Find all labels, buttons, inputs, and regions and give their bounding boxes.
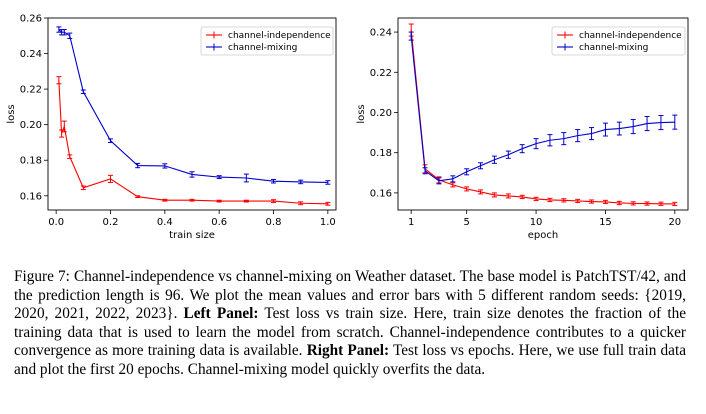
x-tick-label: 5: [463, 217, 469, 228]
figure: 0.0 0.2 0.4 0.6 0.8 1.0 0.16 0.18 0.20 0.22 0.24 0.…: [6, 14, 689, 241]
x-axis-label: train size: [169, 230, 215, 241]
y-tick-label: 0.26: [20, 14, 42, 25]
y-tick-label: 0.22: [370, 68, 392, 79]
caption-text-3: Test loss vs epochs. Here, we use full t…: [14, 342, 686, 378]
caption-text-2: Test loss vs train size. Here, train siz…: [14, 305, 687, 360]
y-tick-label: 0.18: [370, 148, 392, 159]
y-axis-label: loss: [6, 104, 17, 123]
legend-box: [200, 26, 334, 56]
y-tick-label: 0.24: [370, 28, 392, 39]
x-axis-label: epoch: [528, 230, 558, 241]
x-tick-label: 1.0: [320, 217, 336, 228]
x-tick-label: 10: [530, 217, 543, 228]
y-tick-label: 0.20: [370, 108, 392, 119]
y-tick-label: 0.20: [20, 120, 42, 131]
x-tick-label: 1: [408, 217, 414, 228]
plot-frame: [47, 17, 337, 211]
legend-label-channel-mixing: channel-mixing: [579, 43, 648, 53]
plot-frame: [397, 17, 689, 211]
x-tick-label: 15: [599, 217, 612, 228]
series-line-channel-mixing: [410, 36, 675, 182]
y-axis-label: loss: [356, 104, 367, 123]
series-line-channel-mixing: [58, 29, 328, 183]
caption-right-panel-label: Right Panel:: [306, 342, 390, 360]
y-tick-label: 0.24: [20, 49, 42, 60]
x-tick-label: 0.0: [48, 217, 64, 228]
y-tick-label: 0.16: [20, 191, 42, 202]
series-line-channel-independence: [58, 80, 328, 205]
y-tick-label: 0.18: [20, 156, 42, 167]
x-tick-label: 20: [668, 217, 681, 228]
x-tick-label: 0.4: [157, 217, 173, 228]
legend-box: [551, 26, 686, 56]
caption-label: Figure 7:: [14, 268, 70, 285]
figure-caption: Figure 7: Channel-independence vs channe…: [14, 268, 686, 380]
legend-label-channel-mixing: channel-mixing: [228, 43, 297, 53]
x-tick-label: 0.8: [266, 217, 282, 228]
x-tick-label: 0.6: [211, 217, 227, 228]
y-tick-label: 0.16: [370, 188, 392, 199]
caption-text-1: Channel-independence vs channel-mixing o…: [14, 268, 686, 323]
x-tick-label: 0.2: [103, 217, 119, 228]
right-panel: 1 5 10 15 200.160.180.200.220.24epochlosscha…: [356, 17, 689, 241]
caption-left-panel-label: Left Panel:: [183, 305, 259, 323]
y-tick-label: 0.22: [20, 85, 42, 96]
series-line-channel-independence: [410, 30, 675, 205]
legend-label-channel-independence: channel-independence: [579, 31, 682, 41]
legend-label-channel-independence: channel-independence: [228, 31, 331, 41]
left-panel: 0.0 0.2 0.4 0.6 0.8 1.0 0.16 0.18 0.20 0.22 0.24 0.…: [6, 14, 337, 241]
